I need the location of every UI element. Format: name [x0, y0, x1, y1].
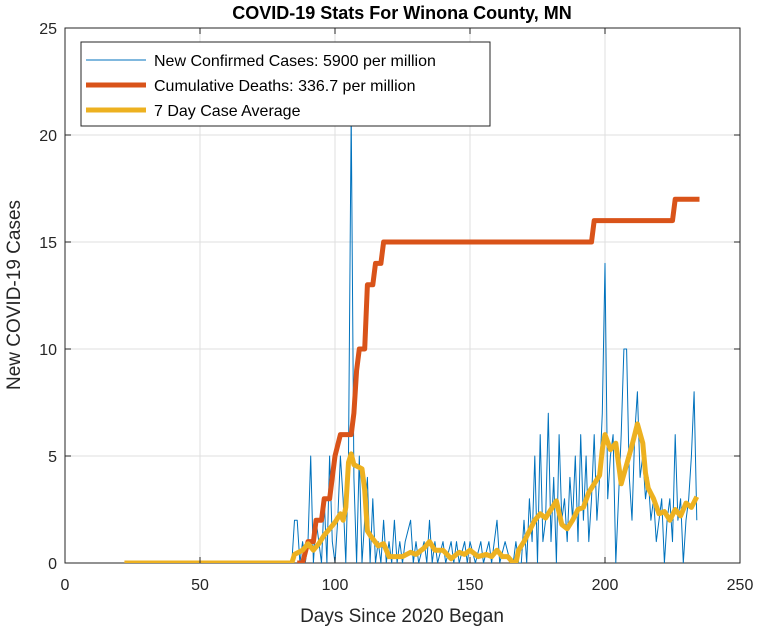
y-tick-label: 0: [48, 556, 57, 573]
x-tick-label: 200: [592, 577, 619, 594]
ticks: 0 50 100 150 200 250 0 5 10 15 20 25: [39, 21, 753, 594]
series-group: [124, 113, 700, 563]
legend: New Confirmed Cases: 5900 per million Cu…: [80, 41, 491, 127]
series-new-confirmed-cases: [124, 113, 698, 563]
series-7-day-average: [124, 421, 700, 563]
y-axis-label: New COVID-19 Cases: [4, 200, 25, 390]
legend-box: [80, 41, 491, 127]
y-tick-label: 15: [39, 235, 57, 252]
x-tick-label: 50: [191, 577, 209, 594]
x-tick-label: 150: [457, 577, 484, 594]
y-tick-label: 20: [39, 128, 57, 145]
y-tick-label: 10: [39, 342, 57, 359]
x-tick-label: 250: [727, 577, 754, 594]
y-tick-label: 25: [39, 21, 57, 38]
x-tick-label: 0: [61, 577, 70, 594]
chart-title: COVID-19 Stats For Winona County, MN: [232, 3, 572, 23]
x-tick-label: 100: [322, 577, 349, 594]
x-axis-label: Days Since 2020 Began: [300, 606, 504, 627]
legend-label-7-day-average: 7 Day Case Average: [154, 103, 301, 120]
y-tick-label: 5: [48, 449, 57, 466]
series-cumulative-deaths: [297, 196, 700, 563]
legend-label-new-cases: New Confirmed Cases: 5900 per million: [154, 53, 436, 70]
legend-label-cumulative-deaths: Cumulative Deaths: 336.7 per million: [154, 78, 415, 95]
